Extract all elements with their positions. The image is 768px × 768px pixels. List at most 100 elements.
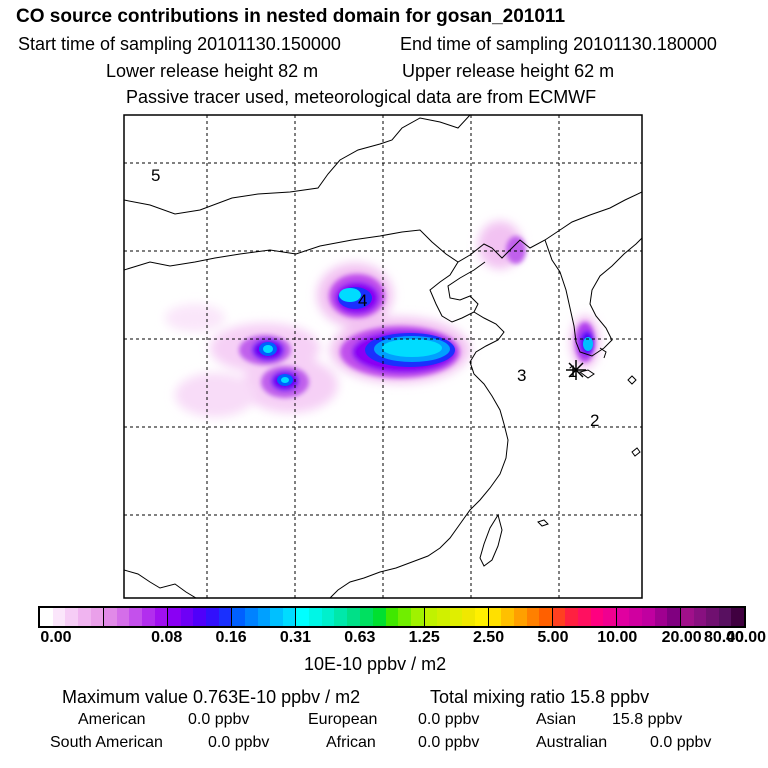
colorbar-swatch	[385, 608, 399, 626]
colorbar-swatch	[410, 608, 424, 626]
colorbar-tick-label: 1.25	[408, 629, 440, 646]
colorbar-swatch	[526, 608, 540, 626]
colorbar-swatch	[309, 608, 322, 626]
colorbar-tick-label: 0.16	[215, 629, 247, 646]
middle-plume	[239, 236, 595, 398]
colorbar-swatch	[218, 608, 232, 626]
colorbar-swatch	[180, 608, 194, 626]
colorbar-tick-label: 40.00	[725, 629, 767, 646]
colorbar-swatch	[77, 608, 91, 626]
colorbar-tick-label: 2.50	[472, 629, 505, 646]
colorbar-tick-label: 20.00	[661, 629, 702, 646]
colorbar-swatch	[590, 608, 604, 626]
european-value: 0.0 ppbv	[418, 711, 480, 728]
colorbar-segment	[616, 608, 681, 626]
outer-plume	[165, 221, 599, 417]
tracer-note-text: Passive tracer used, meteorological data…	[126, 87, 597, 107]
colorbar-swatch	[270, 608, 283, 626]
map-plot: 5 4 3 1 2	[123, 114, 643, 599]
concentration-field	[165, 221, 599, 417]
colorbar-swatch	[257, 608, 271, 626]
south-american-label: South American	[50, 734, 163, 751]
colorbar-swatch	[52, 608, 66, 626]
colorbar-swatch	[718, 608, 732, 626]
colorbar-swatch	[296, 608, 309, 626]
core-plume	[259, 287, 593, 386]
european-label: European	[308, 711, 378, 728]
african-label: African	[326, 734, 376, 751]
colorbar-tick-label: 0.00	[40, 629, 72, 646]
colorbar-swatch	[578, 608, 591, 626]
upper-height-text: Upper release height 62 m	[402, 61, 615, 81]
american-label: American	[78, 711, 146, 728]
asian-label: Asian	[536, 711, 577, 728]
colorbar-swatch	[424, 608, 438, 626]
colorbar-unit: 10E-10 ppbv / m2	[304, 654, 447, 674]
colorbar-tick-label: 0.31	[279, 629, 312, 646]
plot-title: CO source contributions in nested domain…	[16, 6, 566, 27]
colorbar-swatch	[346, 608, 360, 626]
colorbar-swatch	[488, 608, 502, 626]
colorbar-segment	[296, 608, 361, 626]
colorbar-swatch	[462, 608, 476, 626]
american-value: 0.0 ppbv	[188, 711, 250, 728]
colorbar-swatch	[141, 608, 155, 626]
colorbar-tick-label: 0.63	[344, 629, 376, 646]
african-value: 0.0 ppbv	[418, 734, 480, 751]
lower-height-text: Lower release height 82 m	[106, 61, 319, 81]
end-time-text: End time of sampling 20101130.180000	[400, 34, 717, 54]
colorbar-swatch	[501, 608, 514, 626]
colorbar-segment	[360, 608, 425, 626]
colorbar-segment	[488, 608, 553, 626]
max-value-text: Maximum value 0.763E-10 ppbv / m2	[62, 687, 361, 707]
colorbar-segment	[424, 608, 489, 626]
colorbar-segment	[232, 608, 297, 626]
region-label-4: 4	[358, 291, 367, 310]
colorbar-swatch	[360, 608, 374, 626]
colorbar-swatch	[667, 608, 680, 626]
colorbar-swatch	[104, 608, 117, 626]
colorbar-segment	[552, 608, 617, 626]
colorbar-swatch	[232, 608, 245, 626]
colorbar-swatch	[706, 608, 719, 626]
colorbar-swatch	[731, 608, 745, 626]
colorbar-swatch	[154, 608, 168, 626]
asterisk-marker	[566, 360, 586, 380]
start-time-text: Start time of sampling 20101130.150000	[18, 34, 341, 54]
colorbar	[38, 606, 746, 628]
colorbar-swatch	[693, 608, 707, 626]
colorbar-swatch	[475, 608, 488, 626]
colorbar-tick-label: 10.00	[597, 629, 638, 646]
colorbar-swatch	[193, 608, 207, 626]
colorbar-swatch	[244, 608, 258, 626]
region-label-2: 2	[590, 411, 599, 430]
south-american-value: 0.0 ppbv	[208, 734, 270, 751]
australian-value: 0.0 ppbv	[650, 734, 712, 751]
colorbar-swatch	[321, 608, 335, 626]
colorbar-segment	[680, 608, 745, 626]
colorbar-tick-label: 0.08	[151, 629, 183, 646]
colorbar-swatch	[437, 608, 450, 626]
region-label-3: 3	[517, 366, 526, 385]
total-mixing-text: Total mixing ratio 15.8 ppbv	[430, 687, 650, 707]
colorbar-swatch	[539, 608, 552, 626]
colorbar-swatch	[398, 608, 411, 626]
colorbar-tick-label: 5.00	[537, 629, 569, 646]
coastlines	[124, 115, 642, 598]
asian-value: 15.8 ppbv	[612, 711, 683, 728]
colorbar-segment	[40, 608, 105, 626]
region-label-5: 5	[151, 166, 160, 185]
colorbar-swatch	[642, 608, 655, 626]
graticule	[124, 115, 642, 598]
colorbar-tick-label: 80.00	[703, 629, 745, 646]
colorbar-swatch	[616, 608, 630, 626]
colorbar-swatch	[449, 608, 463, 626]
colorbar-swatch	[552, 608, 566, 626]
colorbar-swatch	[373, 608, 386, 626]
colorbar-swatch	[282, 608, 296, 626]
map-frame	[123, 114, 643, 599]
colorbar-swatch	[168, 608, 181, 626]
australian-label: Australian	[536, 734, 608, 751]
colorbar-swatch	[565, 608, 578, 626]
colorbar-swatch	[90, 608, 104, 626]
